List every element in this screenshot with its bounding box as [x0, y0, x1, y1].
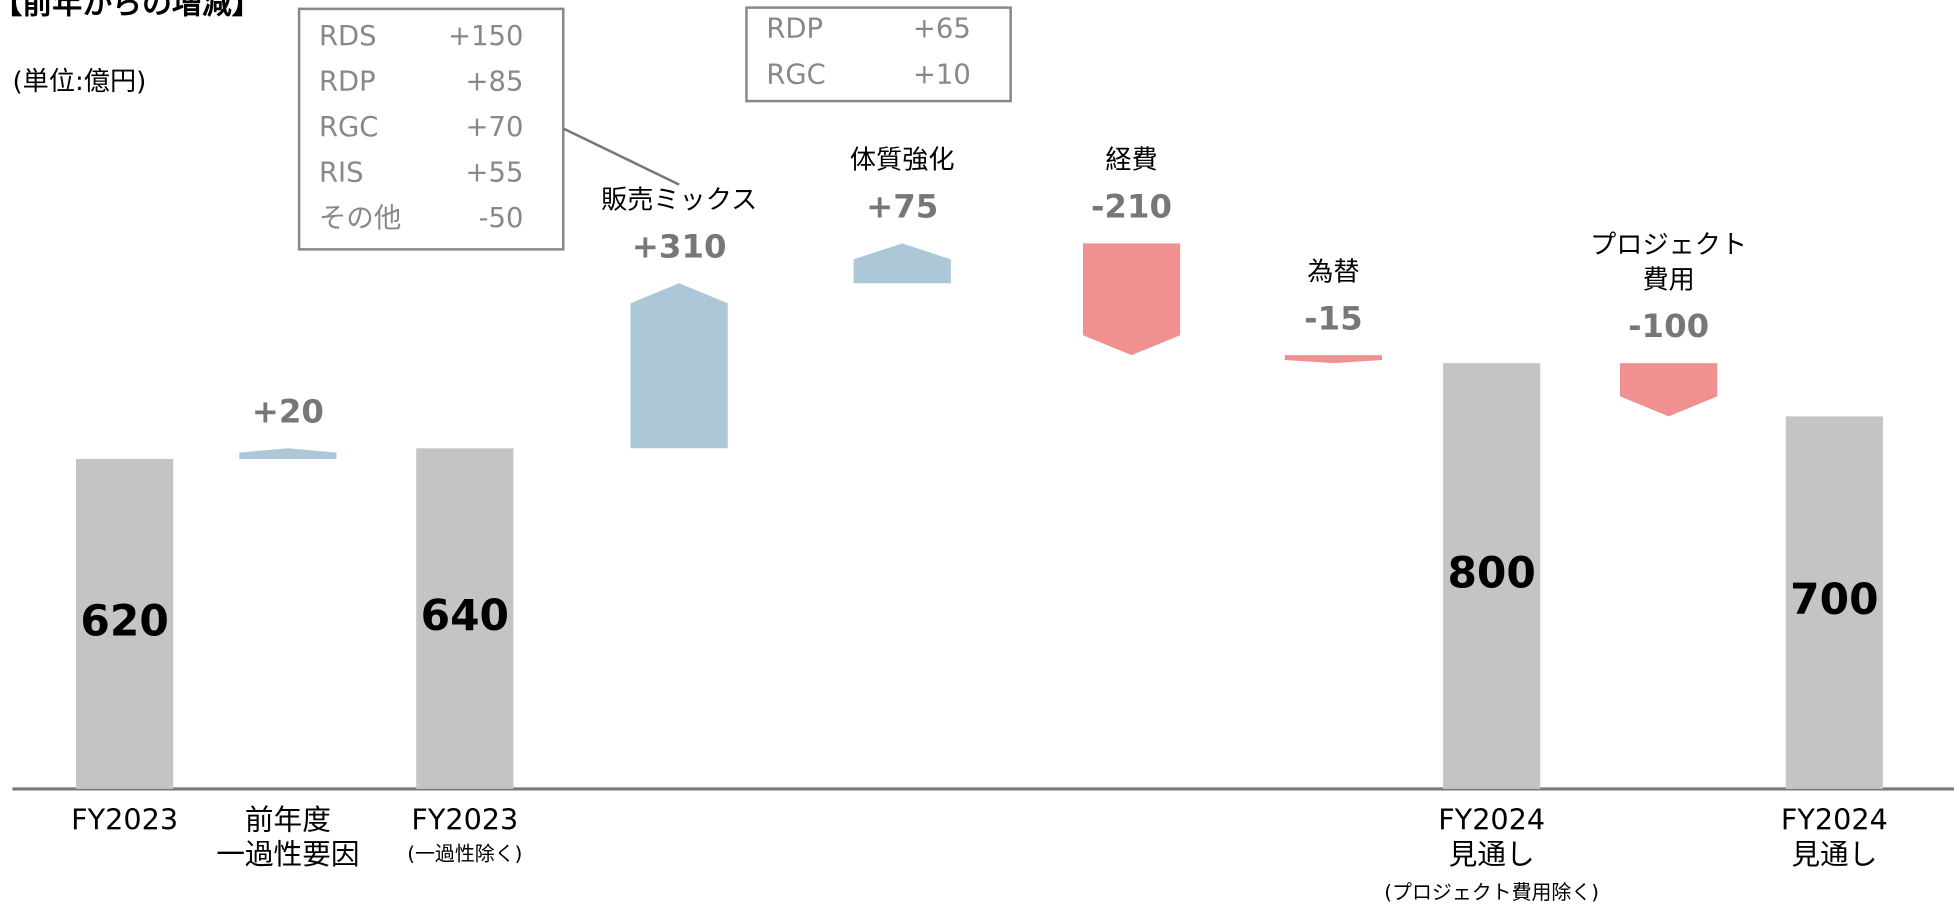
total-bar [416, 448, 514, 789]
breakdown-name: RDP [766, 14, 823, 45]
breakdown-value: +55 [466, 157, 524, 188]
value-label: 700 [1790, 575, 1878, 624]
breakdown-name: RDP [319, 67, 376, 98]
breakdown-value: -50 [479, 203, 524, 234]
breakdown-value: +10 [913, 60, 971, 91]
category-label: FY2023 [411, 802, 518, 836]
value-label: 800 [1447, 549, 1535, 598]
value-label: +20 [252, 392, 324, 430]
unit-label: (単位:億円) [12, 67, 146, 97]
value-label: 620 [80, 596, 168, 645]
breakdown-name: その他 [319, 203, 401, 234]
breakdown-value: +85 [466, 67, 524, 98]
value-label: -100 [1628, 307, 1709, 345]
chart-title: 【前年からの増減】 [0, 0, 262, 22]
category-label: 為替 [1307, 257, 1359, 287]
total-bar [1785, 416, 1883, 789]
category-subtext: (プロジェクト費用除く) [1384, 881, 1599, 904]
breakdown-name: RGC [766, 60, 825, 91]
breakdown-value: +65 [913, 14, 971, 45]
category-label: FY2024 [1781, 802, 1888, 836]
category-label: 見通し [1791, 837, 1877, 871]
decrease-bar [1284, 355, 1383, 364]
breakdown-box [297, 7, 565, 251]
category-label: 体質強化 [850, 146, 955, 176]
category-label: 費用 [1642, 265, 1694, 295]
increase-bar [630, 283, 728, 449]
category-label: 販売ミックス [601, 186, 757, 216]
decrease-bar [1620, 363, 1718, 417]
breakdown-value: +150 [448, 21, 523, 52]
category-label: 前年度 [245, 802, 331, 836]
breakdown-name: RIS [319, 157, 364, 188]
category-label: 見通し [1449, 837, 1535, 871]
breakdown-name: RGC [319, 112, 378, 143]
breakdown-value: +70 [466, 112, 524, 143]
category-subtext: (一過性除く) [407, 843, 522, 866]
value-label: -15 [1304, 299, 1363, 337]
decrease-bar [1082, 243, 1181, 356]
category-label: 一過性要因 [216, 837, 359, 871]
total-bar [76, 458, 174, 789]
value-label: 640 [421, 591, 509, 640]
increase-bar [853, 243, 951, 284]
value-label: -210 [1091, 187, 1172, 225]
category-label: FY2024 [1438, 802, 1545, 836]
increase-bar [239, 448, 337, 459]
value-label: +310 [632, 227, 727, 265]
category-label: 経費 [1105, 146, 1157, 176]
callout-connector [562, 127, 680, 186]
total-bar [1443, 363, 1541, 789]
category-label: FY2023 [71, 802, 178, 836]
value-label: +75 [866, 187, 938, 225]
category-label: プロジェクト [1590, 231, 1747, 261]
breakdown-box [745, 6, 1012, 103]
breakdown-name: RDS [319, 21, 377, 52]
